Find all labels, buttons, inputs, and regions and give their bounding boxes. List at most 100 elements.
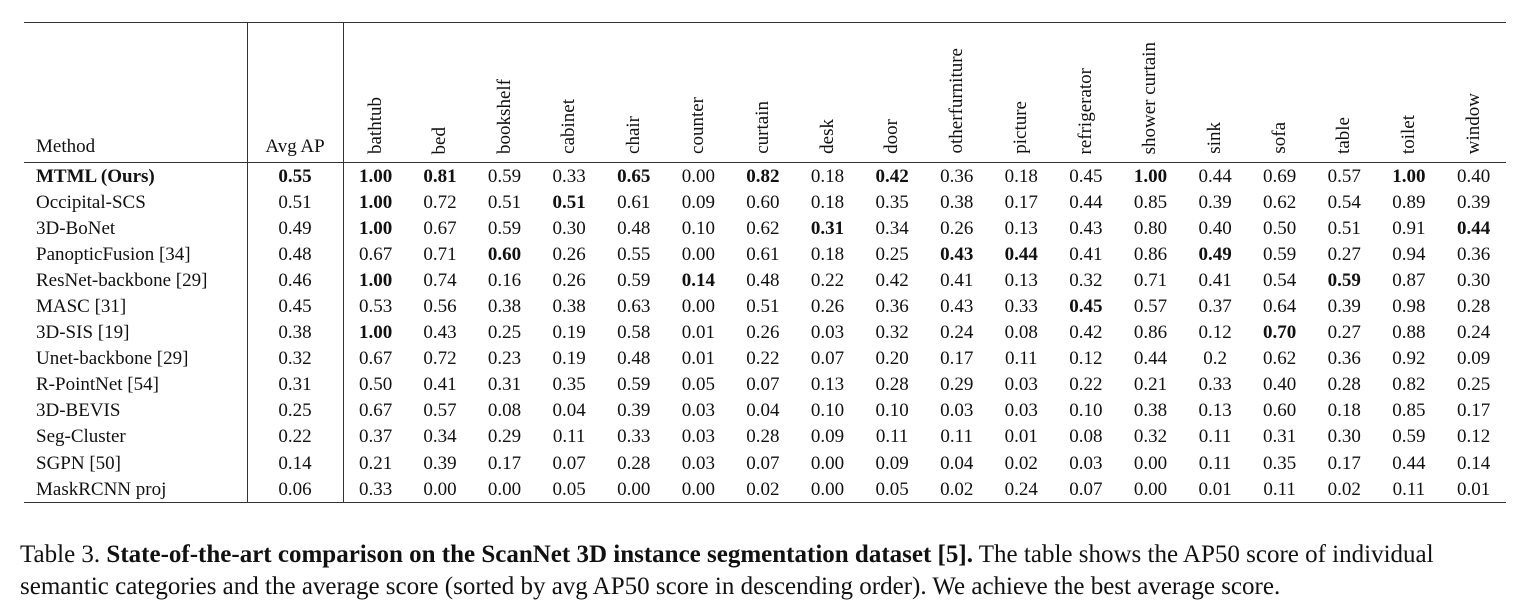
score-cell: 0.13: [1004, 217, 1038, 239]
method-cell: MaskRCNN proj: [24, 476, 248, 504]
score-cell: 0.69: [1263, 165, 1297, 187]
score-cell: 0.00: [681, 243, 715, 265]
score-cell: 0.67: [423, 217, 457, 239]
category-header-label: picture: [1010, 101, 1032, 154]
score-cell: 0.61: [746, 243, 780, 265]
score-cell: 0.39: [423, 452, 457, 474]
score-cell: 0.01: [1182, 476, 1248, 504]
score-cell: 0.17: [1327, 452, 1361, 474]
score-cell: 0.59: [617, 374, 651, 396]
score-cell: 0.44: [1004, 243, 1038, 265]
score-cell: 0.18: [810, 191, 845, 213]
score-cell: 0.41: [1198, 269, 1232, 291]
score-cell: 0.11: [875, 426, 909, 448]
score-cell: 0.13: [1004, 269, 1038, 291]
score-cell: 0.2: [1203, 348, 1227, 370]
score-cell: 0.74: [423, 269, 457, 291]
score-cell: 0.12: [1198, 322, 1232, 344]
category-header-label: shower curtain: [1139, 41, 1161, 154]
score-cell: 0.02: [730, 476, 796, 504]
score-cell: 0.00: [681, 296, 715, 318]
score-cell: 0.44: [1456, 217, 1491, 239]
results-table: Method Avg AP bathtub bed bookshelf cabinet…: [24, 22, 1506, 504]
score-cell: 0.40: [1456, 165, 1491, 187]
table-row: MaskRCNN proj 0.06 0.33 0.00 0.00 0.05 0.00 0.0…: [24, 476, 1506, 504]
score-cell: 0.42: [875, 165, 909, 187]
score-cell: 0.43: [1069, 217, 1103, 239]
score-cell: 0.19: [552, 348, 586, 370]
method-cell: Occipital-SCS: [24, 189, 248, 216]
score-cell: 0.03: [940, 400, 974, 422]
score-cell: 0.39: [1198, 191, 1232, 213]
table-row: 3D-BEVIS 0.25 0.67 0.57 0.08 0.04 0.39 0.03 0.04…: [24, 397, 1506, 424]
score-cell: 0.87: [1392, 269, 1426, 291]
score-cell: 0.03: [1069, 452, 1103, 474]
score-cell: 0.10: [681, 217, 715, 239]
score-cell: 0.51: [746, 296, 780, 318]
score-cell: 0.63: [617, 296, 651, 318]
score-cell: 1.00: [1133, 165, 1168, 187]
score-cell: 0.03: [1004, 374, 1038, 396]
score-cell: 0.42: [875, 269, 909, 291]
category-header: desk: [795, 22, 860, 163]
score-cell: 0.39: [1327, 296, 1361, 318]
score-cell: 0.94: [1392, 243, 1426, 265]
category-header: toilet: [1376, 22, 1442, 163]
score-cell: 1.00: [358, 322, 393, 344]
category-header-label: bookshelf: [493, 79, 515, 154]
method-cell: Seg-Cluster: [24, 423, 248, 451]
score-cell: 0.33: [617, 426, 651, 448]
score-cell: 0.24: [1456, 322, 1491, 344]
score-cell: 0.33: [552, 165, 586, 187]
score-cell: 0.00: [795, 476, 860, 504]
table-row: SGPN [50] 0.14 0.21 0.39 0.17 0.07 0.28 0.03 0.0…: [24, 450, 1506, 477]
score-cell: 0.18: [810, 243, 845, 265]
score-cell: 0.67: [358, 400, 393, 422]
score-cell: 0.08: [1004, 322, 1038, 344]
category-header: cabinet: [536, 22, 602, 163]
method-cell: 3D-BEVIS: [24, 397, 248, 424]
score-cell: 0.43: [423, 322, 457, 344]
score-cell: 0.60: [487, 243, 522, 265]
score-cell: 0.82: [1392, 374, 1426, 396]
score-cell: 0.44: [1198, 165, 1232, 187]
avg-ap-cell: 0.48: [247, 241, 344, 268]
score-cell: 0.11: [940, 426, 973, 448]
score-cell: 0.18: [810, 165, 845, 187]
avg-ap-cell: 0.25: [247, 397, 344, 424]
score-cell: 0.19: [552, 322, 586, 344]
score-cell: 0.88: [1392, 322, 1426, 344]
score-cell: 0.51: [487, 191, 522, 213]
score-cell: 1.00: [358, 191, 393, 213]
score-cell: 0.27: [1327, 322, 1361, 344]
score-cell: 0.09: [810, 426, 845, 448]
score-cell: 0.48: [746, 269, 780, 291]
score-cell: 0.12: [1456, 426, 1491, 448]
score-cell: 0.59: [487, 165, 522, 187]
score-cell: 0.67: [358, 243, 393, 265]
score-cell: 0.62: [746, 217, 780, 239]
score-cell: 0.03: [681, 426, 715, 448]
score-cell: 1.00: [358, 165, 393, 187]
avg-ap-cell: 0.55: [247, 162, 344, 190]
score-cell: 0.07: [1053, 476, 1119, 504]
method-column-header: Method: [24, 22, 248, 163]
score-cell: 0.44: [1133, 348, 1168, 370]
avg-ap-cell: 0.32: [247, 345, 344, 372]
score-cell: 0.28: [746, 426, 780, 448]
score-cell: 0.54: [1263, 269, 1297, 291]
method-cell: MASC [31]: [24, 293, 248, 320]
score-cell: 0.59: [617, 269, 651, 291]
score-cell: 0.49: [1198, 243, 1232, 265]
score-cell: 0.72: [423, 348, 457, 370]
score-cell: 0.86: [1133, 243, 1168, 265]
score-cell: 0.44: [1069, 191, 1103, 213]
score-cell: 0.32: [1133, 426, 1168, 448]
score-cell: 1.00: [358, 269, 393, 291]
score-cell: 0.01: [1441, 476, 1506, 504]
score-cell: 0.50: [358, 374, 393, 396]
category-header: otherfurniture: [924, 22, 989, 163]
category-header: bookshelf: [472, 22, 537, 163]
table-row: ResNet-backbone [29] 0.46 1.00 0.74 0.16 0.26…: [24, 267, 1506, 294]
score-cell: 0.41: [423, 374, 457, 396]
